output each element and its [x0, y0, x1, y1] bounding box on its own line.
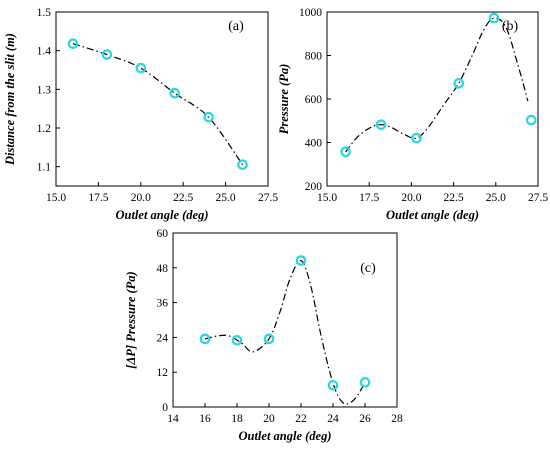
- chart-0-ytick-label-4: 1.5: [37, 7, 52, 19]
- chart-0-fit-line: [72, 43, 244, 166]
- chart-2-xtick-label-4: 22: [295, 413, 307, 425]
- chart-0-ytick-label-1: 1.2: [37, 123, 52, 135]
- chart-1-panel-label: (b): [502, 19, 519, 34]
- chart-2-xtick-label-6: 26: [359, 413, 371, 425]
- chart-1-point-3: [453, 78, 464, 89]
- chart-2-xtick-label-3: 20: [263, 413, 275, 425]
- chart-2-ytick-label-4: 48: [157, 263, 169, 275]
- chart-1-point-2: [411, 132, 422, 144]
- chart-1-frame: [326, 11, 539, 187]
- chart-0-point-5: [237, 159, 248, 171]
- chart-0-ytick-label-3: 1.4: [37, 46, 52, 58]
- chart-2-point-5: [359, 377, 371, 388]
- chart-2-ytick-label-0: 0: [162, 402, 168, 414]
- chart-0-point-2: [135, 62, 147, 74]
- chart-0-xtick-label-4: 25.0: [216, 192, 236, 204]
- chart-0-point-1: [101, 49, 113, 60]
- chart-1-point-5: [525, 114, 537, 126]
- chart-0-x-axis-label: Outlet angle (deg): [115, 208, 208, 222]
- chart-2-ytick-label-2: 24: [157, 332, 169, 344]
- chart-1-xtick-label-5: 27.5: [528, 192, 548, 204]
- chart-1-xtick-label-2: 20.0: [401, 192, 421, 204]
- chart-1-ytick-label-0: 200: [305, 181, 323, 193]
- chart-2-point-4: [327, 379, 339, 391]
- chart-1-point-0: [340, 146, 351, 158]
- chart-0-ytick-label-2: 1.3: [37, 84, 52, 96]
- chart-1-fit-line: [345, 17, 529, 153]
- chart-1-point-4: [488, 12, 500, 24]
- chart-2-ytick-label-1: 12: [157, 367, 169, 379]
- chart-1-ytick-label-3: 800: [305, 51, 323, 63]
- chart-2-point-0: [199, 333, 211, 345]
- chart-1-xtick-label-0: 15.0: [317, 192, 337, 204]
- chart-0-point-4: [203, 111, 214, 123]
- chart-0: 15.0 17.5 20.0 22.5 25.0 27.5 1.1 1.2 1.3 1.4 1.5 O…: [3, 7, 278, 222]
- chart-2-xtick-label-7: 28: [391, 413, 403, 425]
- chart-2-ytick-label-3: 36: [157, 298, 169, 310]
- chart-1: 15.0 17.5 20.0 22.5 25.0 27.5 200 400 600 800 1000…: [277, 7, 548, 222]
- chart-1-ytick-label-1: 400: [305, 138, 323, 150]
- chart-1-xtick-label-4: 25.0: [486, 192, 506, 204]
- chart-0-ytick-label-0: 1.1: [37, 162, 52, 174]
- chart-2-x-axis-label: Outlet angle (deg): [238, 429, 331, 443]
- chart-2-y-axis-label: [ΔP] Pressure (Pa): [124, 271, 138, 368]
- chart-1-ytick-label-4: 1000: [299, 7, 322, 19]
- chart-0-panel-label: (a): [228, 19, 244, 34]
- chart-1-xtick-label-1: 17.5: [359, 192, 379, 204]
- chart-0-point-3: [169, 87, 181, 99]
- chart-0-frame: [55, 11, 269, 187]
- chart-0-point-0: [67, 38, 79, 50]
- chart-2-panel-label: (c): [360, 261, 376, 276]
- chart-2-point-2: [263, 333, 275, 345]
- chart-2-point-1: [231, 334, 243, 346]
- chart-2-xtick-label-1: 16: [199, 413, 211, 425]
- chart-2-ytick-label-5: 60: [157, 228, 169, 240]
- chart-2-fit-line: [204, 260, 366, 405]
- chart-0-xtick-label-2: 20.0: [131, 192, 151, 204]
- chart-2-frame: [172, 232, 398, 408]
- chart-1-point-1: [375, 119, 387, 130]
- chart-0-xtick-label-0: 15.0: [46, 192, 66, 204]
- chart-2-xtick-label-5: 24: [327, 413, 339, 425]
- chart-1-ytick-label-2: 600: [305, 94, 323, 106]
- chart-0-xtick-label-1: 17.5: [88, 192, 108, 204]
- chart-2-xtick-label-2: 18: [231, 413, 243, 425]
- chart-1-y-axis-label: Pressure (Pa): [277, 64, 291, 134]
- chart-2: 14 16 18 20 22 24 26 28 0 12 24 36 48 60 Outlet angle …: [124, 228, 403, 443]
- chart-1-xtick-label-3: 22.5: [444, 192, 464, 204]
- chart-1-x-axis-label: Outlet angle (deg): [386, 208, 479, 222]
- chart-0-xtick-label-5: 27.5: [258, 192, 278, 204]
- chart-2-point-3: [295, 255, 307, 266]
- chart-0-xtick-label-3: 22.5: [173, 192, 193, 204]
- chart-0-y-axis-label: Distance from the slit (m): [3, 33, 17, 166]
- chart-2-xtick-label-0: 14: [167, 413, 179, 425]
